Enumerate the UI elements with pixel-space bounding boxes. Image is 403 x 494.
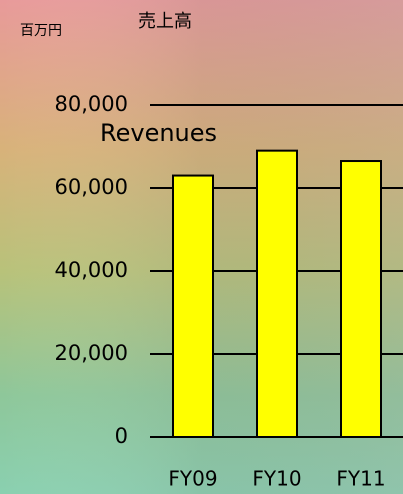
bar bbox=[256, 149, 298, 438]
y-tick-label: 80,000 bbox=[55, 92, 128, 116]
x-tick-label: FY09 bbox=[168, 467, 217, 491]
bar bbox=[172, 174, 214, 439]
y-tick-label: 0 bbox=[115, 424, 128, 448]
x-tick-label: FY10 bbox=[252, 467, 301, 491]
x-tick-label: FY11 bbox=[336, 467, 385, 491]
chart-subtitle: Revenues bbox=[100, 119, 217, 147]
bar bbox=[340, 160, 382, 438]
y-tick-label: 40,000 bbox=[55, 258, 128, 282]
unit-label: 百万円 bbox=[20, 23, 62, 39]
y-tick-label: 20,000 bbox=[55, 341, 128, 365]
chart-title: 売上高 bbox=[138, 11, 192, 32]
y-tick-label: 60,000 bbox=[55, 175, 128, 199]
